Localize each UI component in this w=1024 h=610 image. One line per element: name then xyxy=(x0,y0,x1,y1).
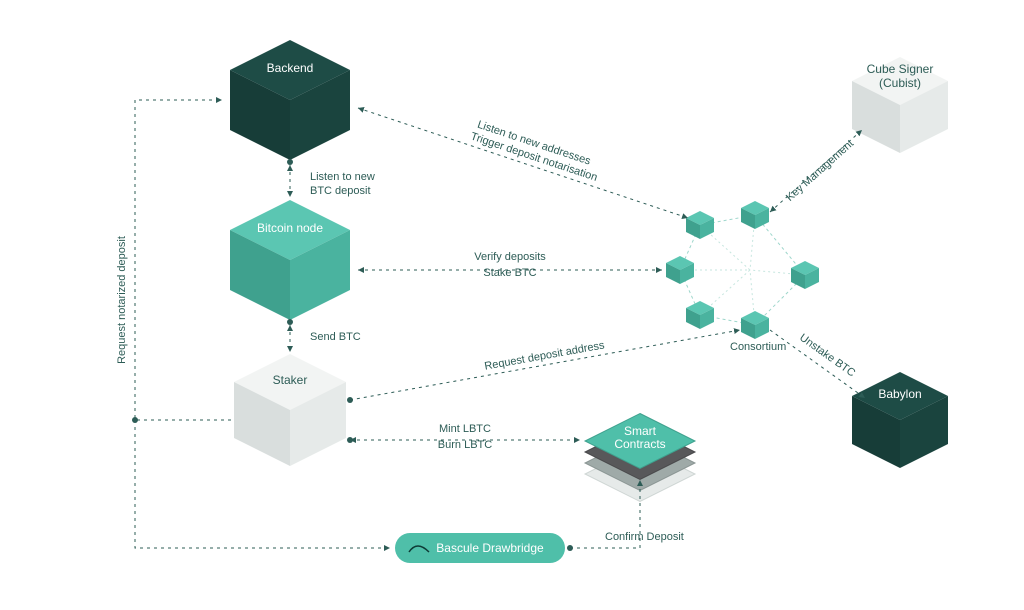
svg-text:Burn LBTC: Burn LBTC xyxy=(438,439,492,451)
svg-text:Key Management: Key Management xyxy=(784,138,856,204)
svg-text:BTC deposit: BTC deposit xyxy=(310,185,371,197)
svg-text:Staker: Staker xyxy=(273,373,308,387)
svg-text:(Cubist): (Cubist) xyxy=(879,76,921,90)
svg-text:Listen to new: Listen to new xyxy=(310,171,375,183)
svg-text:Contracts: Contracts xyxy=(614,437,665,451)
svg-text:Verify deposits: Verify deposits xyxy=(474,251,546,263)
node-bitcoin: Bitcoin node xyxy=(230,200,350,320)
svg-text:Confirm Deposit: Confirm Deposit xyxy=(605,531,684,543)
svg-text:Cube Signer: Cube Signer xyxy=(867,62,934,76)
node-consortium xyxy=(666,201,819,339)
svg-text:Request notarized deposit: Request notarized deposit xyxy=(116,236,128,364)
svg-text:Stake BTC: Stake BTC xyxy=(483,267,536,279)
svg-text:Consortium: Consortium xyxy=(730,341,786,353)
bascule-drawbridge: Bascule Drawbridge xyxy=(395,533,565,563)
svg-text:Request deposit address: Request deposit address xyxy=(484,339,606,372)
node-backend: Backend xyxy=(230,40,350,160)
node-babylon: Babylon xyxy=(852,372,948,468)
svg-text:Bitcoin node: Bitcoin node xyxy=(257,221,323,235)
svg-text:Smart: Smart xyxy=(624,424,657,438)
svg-text:Bascule Drawbridge: Bascule Drawbridge xyxy=(436,541,544,555)
node-smart-contracts: SmartContracts xyxy=(585,414,695,502)
node-staker: Staker xyxy=(234,354,346,466)
node-signer: Cube Signer(Cubist) xyxy=(852,57,948,153)
svg-text:Babylon: Babylon xyxy=(878,387,921,401)
svg-text:Backend: Backend xyxy=(267,61,314,75)
svg-text:Send BTC: Send BTC xyxy=(310,331,361,343)
svg-text:Mint LBTC: Mint LBTC xyxy=(439,423,491,435)
